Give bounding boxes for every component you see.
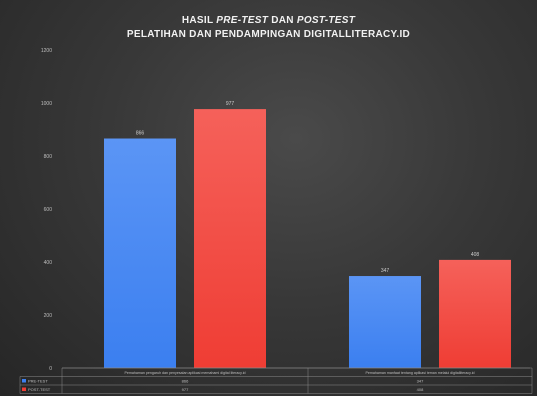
y-tick-label: 200 (44, 313, 53, 319)
title-part-posttest: POST-TEST (296, 15, 356, 26)
x-category-label: Pemahaman pengaruh dan penyesalan aplika… (125, 371, 246, 375)
title-part-pretest: PRE-TEST (216, 15, 269, 26)
table-cell-value: 977 (182, 387, 189, 392)
chart-subtitle: PELATIHAN DAN PENDAMPINGAN DIGITALLITERA… (126, 29, 411, 40)
bar-pretest (104, 138, 176, 368)
table-cell-value: 866 (182, 379, 189, 384)
data-label: 408 (471, 252, 480, 258)
x-category-label: Pemahaman manfaat tentang aplikasi teman… (365, 371, 474, 375)
y-tick-label: 1000 (41, 101, 52, 107)
bar-pretest (349, 276, 421, 368)
chart-title: HASIL PRE-TEST DAN POST-TEST (0, 15, 537, 26)
table-cell-value: 347 (417, 379, 424, 384)
legend-key (22, 387, 26, 391)
data-label: 866 (136, 131, 145, 137)
y-tick-label: 1200 (41, 48, 52, 54)
data-label: 347 (381, 268, 390, 274)
y-tick-label: 800 (44, 154, 53, 160)
y-tick-label: 600 (44, 207, 53, 213)
title-part-1: HASIL (181, 15, 217, 26)
y-tick-label: 400 (44, 260, 53, 266)
y-tick-label: 0 (49, 366, 52, 372)
bar-posttest (439, 259, 511, 368)
table-row-label: POST-TEST (28, 387, 51, 392)
legend-key (22, 379, 26, 383)
table-row-label: PRE-TEST (28, 379, 48, 384)
title-part-3: DAN (268, 15, 297, 26)
table-cell-value: 408 (417, 387, 424, 392)
data-label: 977 (226, 101, 235, 107)
bar-posttest (194, 109, 266, 368)
